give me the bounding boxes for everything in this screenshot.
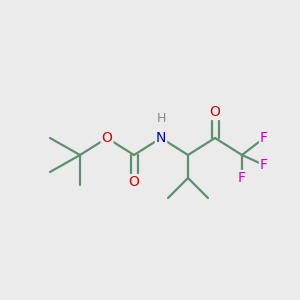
Text: F: F	[260, 131, 268, 145]
Text: H: H	[156, 112, 166, 124]
Text: O: O	[129, 175, 140, 189]
Text: O: O	[102, 131, 112, 145]
Text: F: F	[238, 171, 246, 185]
Text: F: F	[260, 158, 268, 172]
Text: O: O	[210, 105, 220, 119]
Text: N: N	[156, 131, 166, 145]
